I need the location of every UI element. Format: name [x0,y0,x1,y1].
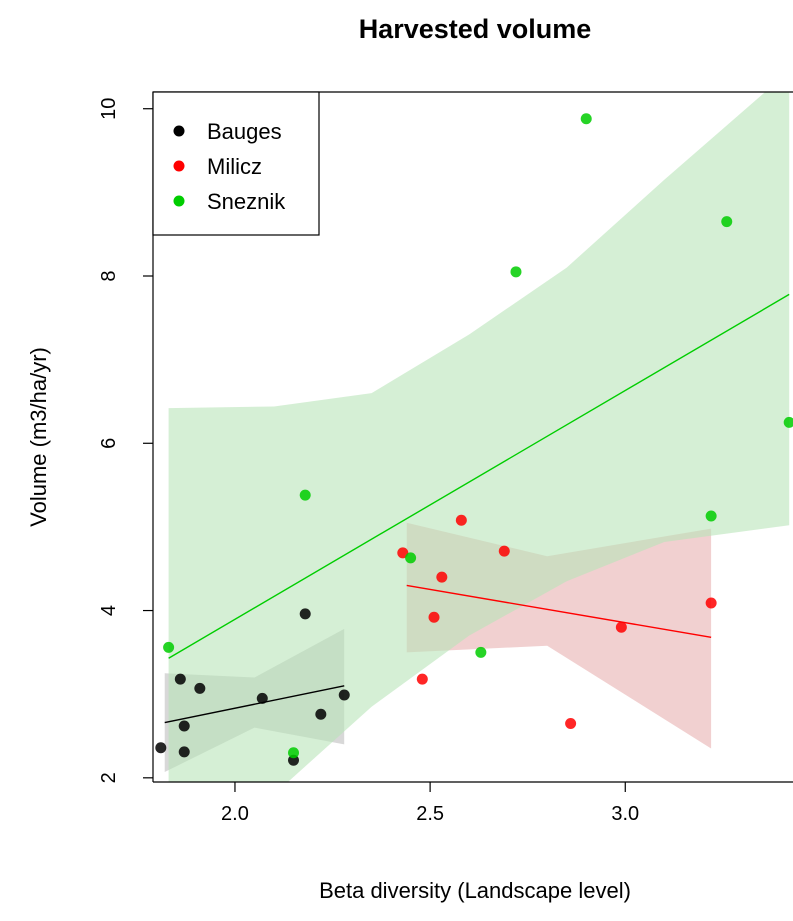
data-point-bauges [155,742,167,754]
data-point-bauges [338,689,350,701]
data-point-sneznik [580,113,592,125]
legend-label-milicz: Milicz [207,154,262,179]
data-point-milicz [565,717,577,729]
data-point-sneznik [783,416,793,428]
data-point-bauges [194,682,206,694]
data-point-milicz [416,673,428,685]
legend-marker-sneznik [173,195,185,207]
data-point-bauges [288,754,300,766]
fit-line-bauges [164,685,345,724]
data-point-milicz [705,597,717,609]
data-point-sneznik [163,641,175,653]
data-point-milicz [455,514,467,526]
confidence-bands [164,92,790,782]
data-point-milicz [498,545,510,557]
x-tick-label: 2.0 [221,803,249,825]
chart-title: Harvested volume [359,14,592,44]
x-axis-label: Beta diversity (Landscape level) [319,878,631,903]
data-point-bauges [174,673,186,685]
data-point-sneznik [405,552,417,564]
legend-label-bauges: Bauges [207,119,282,144]
data-point-sneznik [705,510,717,522]
data-point-milicz [397,547,409,559]
legend-label-sneznik: Sneznik [207,189,286,214]
data-point-sneznik [475,646,487,658]
data-points [155,113,793,766]
x-tick-label: 3.0 [611,803,639,825]
y-tick-label: 6 [98,438,120,449]
y-axis: 2 4 6 8 10 [98,98,153,783]
data-point-sneznik [288,747,300,759]
fit-line-milicz [406,584,712,638]
y-tick-label: 8 [98,270,120,281]
legend-marker-bauges [173,125,185,137]
data-point-bauges [299,608,311,620]
data-point-sneznik [510,266,522,278]
data-point-sneznik [721,216,733,228]
data-point-bauges [315,708,327,720]
data-point-bauges [256,692,268,704]
fit-line-sneznik [168,293,790,659]
data-point-sneznik [299,489,311,501]
fit-lines [164,293,790,724]
data-point-bauges [178,720,190,732]
y-axis-label: Volume (m3/ha/yr) [26,347,51,527]
data-point-bauges [178,746,190,758]
data-point-milicz [428,611,440,623]
legend: Bauges Milicz Sneznik [152,91,320,236]
y-tick-label: 2 [98,772,120,783]
confidence-band-sneznik [168,92,790,782]
legend-marker-milicz [173,160,185,172]
data-point-milicz [436,571,448,583]
data-point-milicz [615,621,627,633]
y-tick-label: 4 [98,605,120,616]
x-tick-label: 2.5 [416,803,444,825]
x-axis: 2.0 2.5 3.0 [221,782,639,825]
y-tick-label: 10 [98,98,120,120]
